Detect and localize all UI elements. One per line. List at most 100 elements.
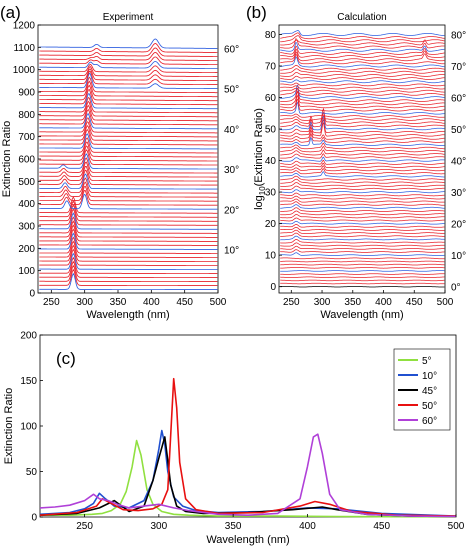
experiment-spectrum-curve [39, 149, 218, 166]
angle-label: 30° [224, 165, 239, 176]
y-tick-label: 200 [20, 331, 37, 342]
y-tick-label: 300 [18, 222, 35, 233]
legend-entry: 5° [422, 356, 432, 367]
calculated-spectrum-curve [280, 182, 445, 187]
experiment-spectrum-curve [39, 84, 218, 102]
series-line-1 [39, 429, 457, 517]
y-tick-label: 40 [265, 156, 277, 167]
experiment-spectrum-curve [39, 173, 218, 190]
calculated-spectrum-curve [280, 142, 445, 150]
experiment-spectrum-curve [39, 66, 218, 78]
calculated-spectrum-curve [280, 252, 445, 256]
series-line-0 [40, 439, 457, 518]
panel-c-curves [39, 377, 457, 518]
y-tick-label: 500 [18, 177, 35, 188]
experiment-spectrum-curve [39, 264, 218, 283]
panel-a-label: (a) [0, 3, 21, 22]
experiment-spectrum-curve [39, 113, 218, 130]
calculated-spectrum-curve [280, 195, 445, 200]
angle-label: 20° [451, 220, 466, 231]
experiment-spectrum-curve [39, 260, 218, 279]
y-tick-label: 1000 [13, 65, 36, 76]
experiment-spectrum-curve [39, 93, 218, 110]
panel-b-title: Calculation [337, 12, 386, 23]
calculated-spectrum-curve [280, 189, 445, 194]
panel-a-angle-labels: 10° 20° 30° 40° 50° 60° [224, 44, 239, 256]
calculated-spectrum-curve [280, 29, 445, 36]
calculated-spectrum-curve [280, 39, 445, 46]
experiment-spectrum-curve [39, 208, 218, 226]
calculated-spectrum-curve [280, 220, 445, 225]
y-tick-label: 600 [18, 155, 35, 166]
calculated-spectrum-curve [280, 171, 445, 178]
calculated-spectrum-curve [280, 276, 445, 278]
x-tick-label: 350 [225, 521, 242, 532]
y-tick-label: 100 [18, 266, 35, 277]
calculated-spectrum-curve [280, 245, 445, 250]
x-tick-label: 450 [373, 521, 390, 532]
panel-a-ylabel: Extinction Ratio [1, 121, 13, 197]
calculated-spectrum-curve [280, 136, 445, 146]
calculated-spectrum-curve [280, 121, 445, 137]
y-tick-label: 1200 [13, 21, 36, 32]
calculated-spectrum-curve [280, 175, 445, 181]
panel-b-xlabel: Wavelength (nm) [320, 309, 403, 321]
experiment-spectrum-curve [39, 51, 218, 61]
calculated-spectrum-curve [280, 48, 445, 58]
calculated-spectrum-curve [280, 45, 445, 55]
calculated-spectrum-curve [280, 84, 445, 99]
experiment-spectrum-curve [39, 56, 218, 65]
panel-b: (b) Calculation 250 300 350 400 450 500 0 10 20… [246, 3, 466, 321]
calculated-spectrum-curve [280, 56, 445, 68]
experiment-spectrum-curve [39, 80, 218, 98]
panel-c-x-ticks: 250 300 350 400 450 500 [76, 514, 465, 532]
experiment-spectrum-curve [39, 117, 218, 134]
calculated-spectrum-curve [280, 116, 445, 121]
y-tick-label: 400 [18, 199, 35, 210]
experiment-spectrum-curve [39, 256, 218, 275]
x-tick-label: 350 [110, 297, 127, 308]
y-tick-label: 100 [20, 422, 37, 433]
y-tick-label: 0 [270, 282, 276, 293]
calculated-spectrum-curve [280, 38, 445, 49]
experiment-spectrum-curve [39, 252, 218, 270]
legend-entry: 45° [422, 386, 437, 397]
panel-b-axes-frame [278, 24, 446, 294]
experiment-spectrum-curve [39, 193, 218, 210]
calculated-spectrum-curve [280, 82, 445, 87]
angle-label: 40° [451, 157, 466, 168]
x-tick-label: 450 [176, 297, 193, 308]
series-line-2 [39, 436, 457, 518]
calculated-spectrum-curve [280, 260, 445, 263]
panel-a-xlabel: Wavelength (nm) [86, 309, 169, 321]
calculated-spectrum-curve [280, 159, 445, 165]
panel-c-ylabel: Extinction Ratio [3, 388, 15, 464]
angle-label: 0° [451, 283, 461, 294]
experiment-spectrum-curve [39, 165, 218, 182]
x-tick-label: 250 [283, 297, 300, 308]
calculated-spectrum-curve [280, 35, 445, 43]
calculated-spectrum-curve [280, 198, 445, 203]
panel-b-label: (b) [246, 3, 267, 22]
x-tick-label: 300 [151, 521, 168, 532]
calculated-spectrum-curve [280, 192, 445, 197]
x-tick-label: 250 [43, 297, 60, 308]
x-tick-label: 300 [314, 297, 331, 308]
y-tick-label: 700 [18, 132, 35, 143]
calculated-spectrum-curve [280, 94, 445, 109]
experiment-spectrum-curve [39, 181, 218, 198]
legend-entry: 10° [422, 371, 437, 382]
angle-label: 20° [224, 205, 239, 216]
experiment-spectrum-curve [39, 97, 218, 114]
legend-entry: 60° [422, 416, 437, 427]
calculated-spectrum-curve [280, 232, 445, 238]
panel-b-angle-labels: 0° 10° 20° 30° 40° 50° 60° 70° 80° [451, 30, 466, 293]
y-tick-label: 800 [18, 110, 35, 121]
panel-b-curves [280, 29, 445, 288]
x-tick-label: 500 [437, 297, 454, 308]
calculated-spectrum-curve [280, 229, 445, 234]
experiment-spectrum-curve [39, 212, 218, 230]
calculated-spectrum-curve [280, 279, 445, 282]
calculated-spectrum-curve [280, 165, 445, 172]
